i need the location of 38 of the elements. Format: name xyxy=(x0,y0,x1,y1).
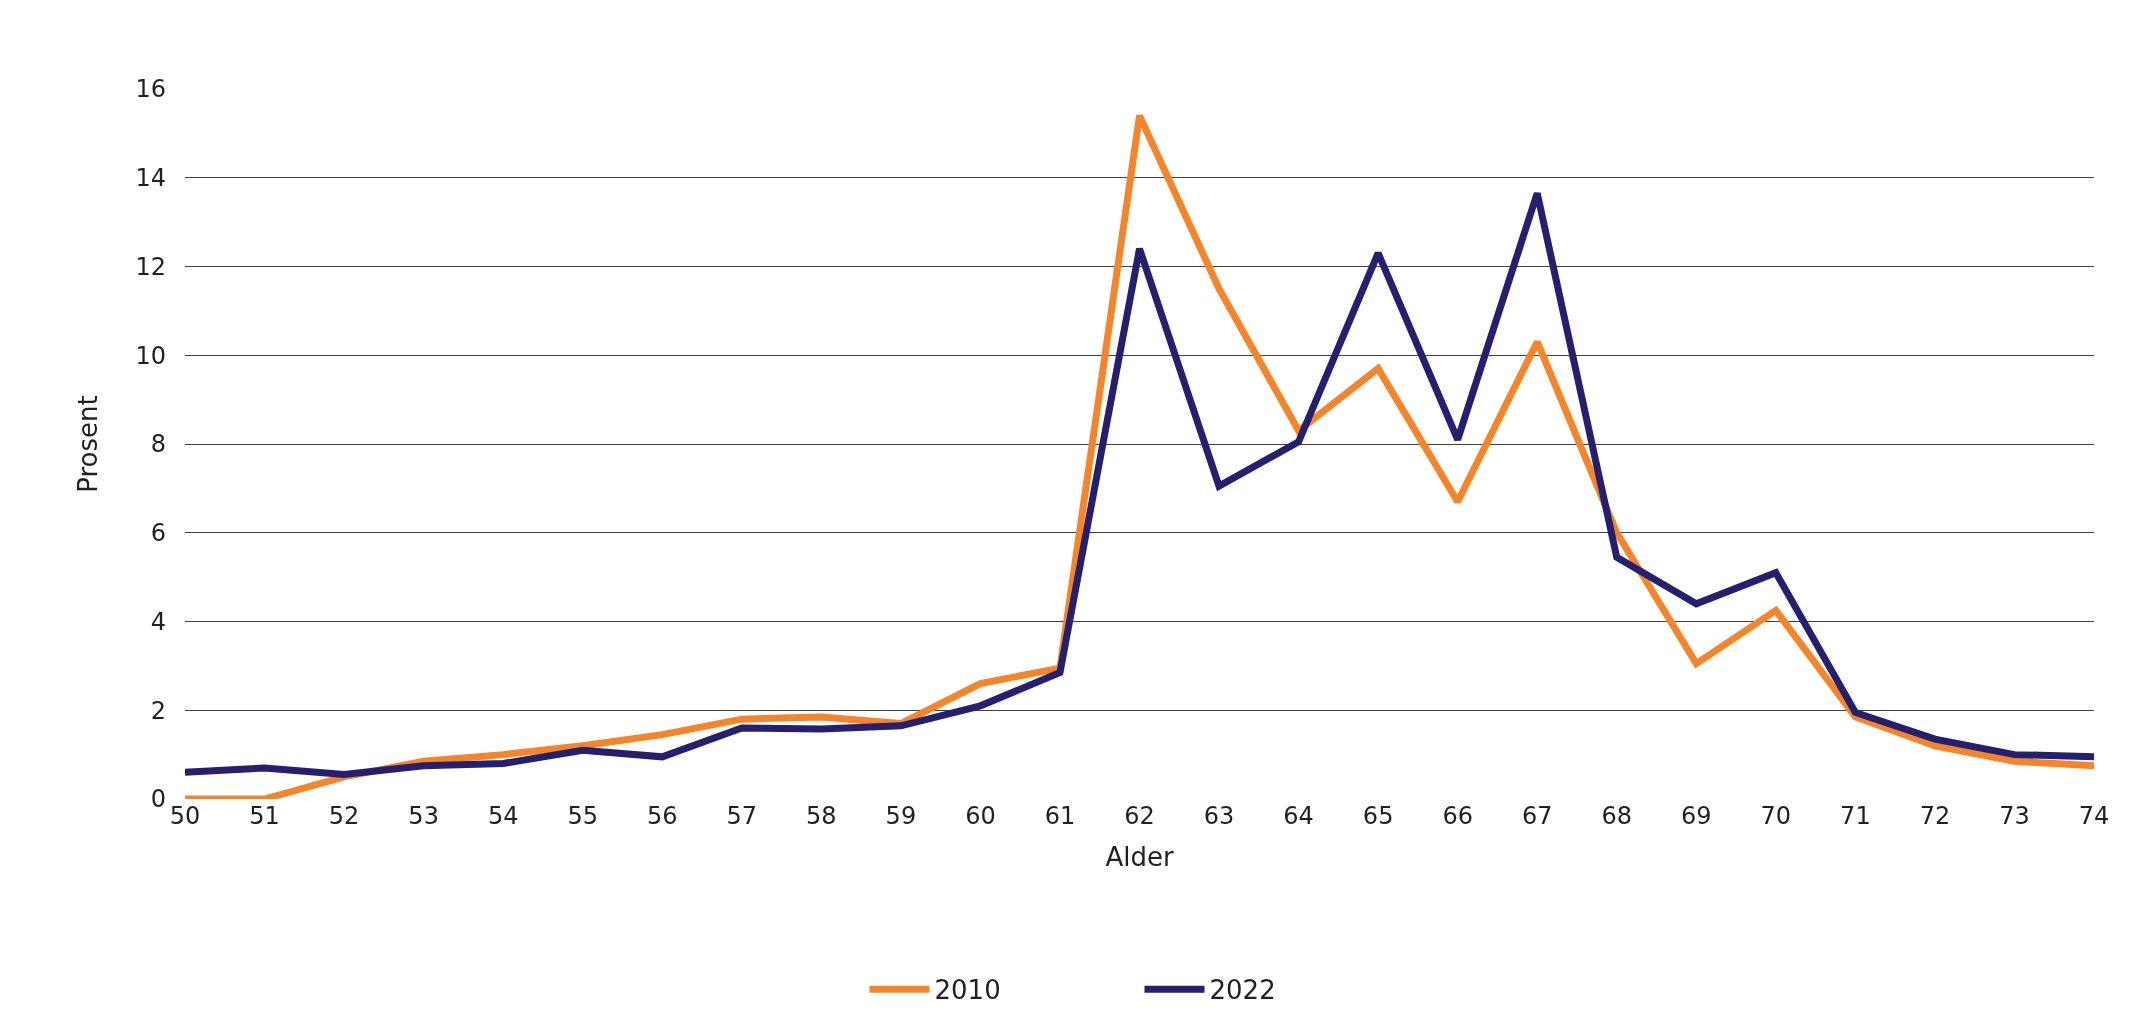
x-tick-label: 71 xyxy=(1840,802,1871,830)
y-tick-label: 10 xyxy=(135,341,166,370)
x-axis-title: Alder xyxy=(1105,841,1174,872)
x-tick-label: 51 xyxy=(249,802,280,830)
x-tick-label: 61 xyxy=(1044,802,1076,830)
y-tick-label: 0 xyxy=(150,785,166,814)
y-tick-label: 2 xyxy=(150,696,166,725)
x-tick-label: 74 xyxy=(2078,802,2110,830)
legend-label: 2010 xyxy=(934,975,1001,1006)
x-tick-label: 52 xyxy=(328,802,360,830)
y-tick-label: 6 xyxy=(150,519,166,548)
x-tick-label: 55 xyxy=(567,802,598,830)
x-tick-label: 57 xyxy=(726,802,758,830)
x-tick-label: 64 xyxy=(1283,802,1314,830)
x-tick-label: 69 xyxy=(1681,802,1712,830)
x-tick-label: 63 xyxy=(1203,802,1235,830)
x-tick-label: 65 xyxy=(1362,802,1394,830)
y-tick-label: 16 xyxy=(135,75,166,104)
x-tick-label: 59 xyxy=(885,802,917,830)
x-tick-label: 50 xyxy=(169,802,201,830)
x-tick-label: 56 xyxy=(646,802,678,830)
x-tick-label: 58 xyxy=(806,802,837,830)
y-tick-label: 8 xyxy=(150,430,166,459)
x-tick-label: 73 xyxy=(1999,802,2030,830)
x-tick-label: 67 xyxy=(1521,802,1553,830)
x-tick-label: 54 xyxy=(487,802,519,830)
x-tick-label: 53 xyxy=(408,802,439,830)
y-tick-label: 4 xyxy=(150,607,166,636)
legend-label: 2022 xyxy=(1209,975,1276,1006)
x-tick-label: 60 xyxy=(965,802,996,830)
x-tick-label: 68 xyxy=(1601,802,1633,830)
y-tick-label: 14 xyxy=(135,164,166,193)
x-tick-label: 62 xyxy=(1124,802,1155,830)
x-tick-label: 70 xyxy=(1760,802,1792,830)
x-tick-label: 66 xyxy=(1442,802,1473,830)
y-axis-title: Prosent xyxy=(72,395,103,493)
x-tick-label: 72 xyxy=(1919,802,1951,830)
y-tick-label: 12 xyxy=(135,252,166,281)
